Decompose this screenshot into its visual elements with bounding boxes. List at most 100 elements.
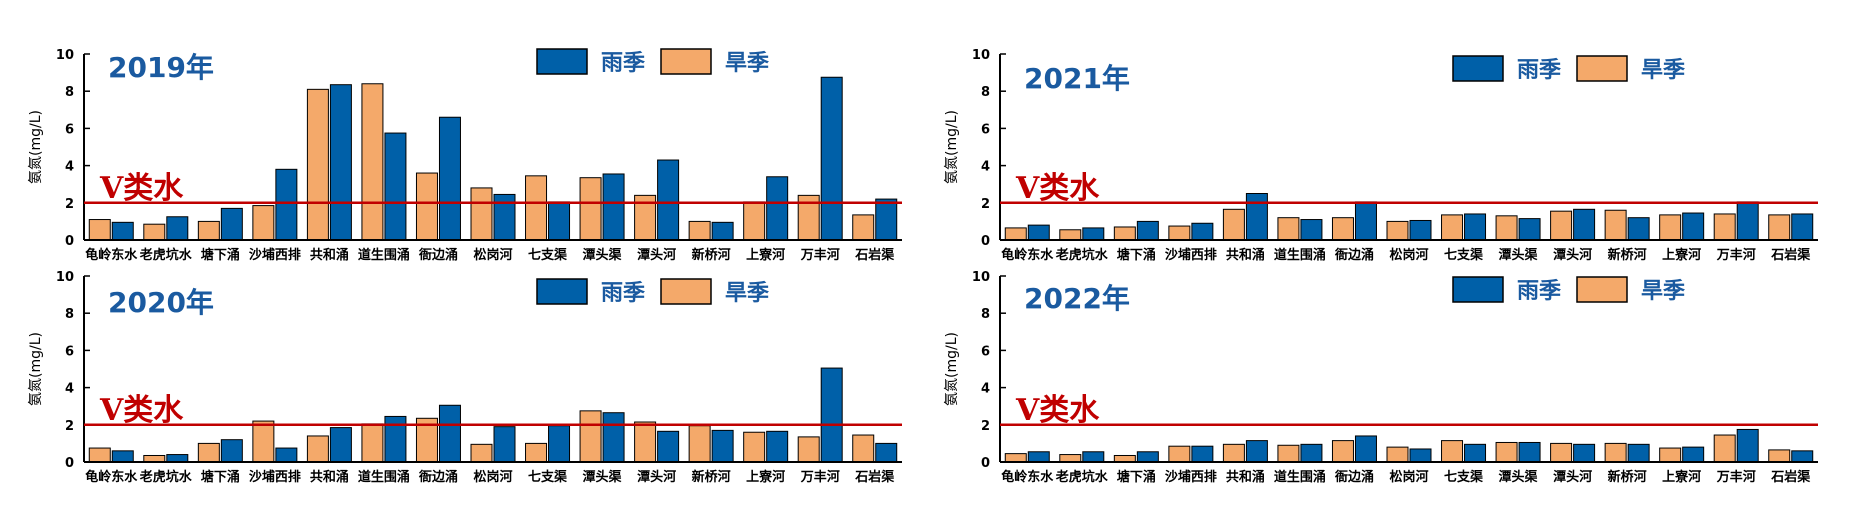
bar-dry-9 [525,175,548,241]
bar-dry-12 [1604,209,1627,241]
bar-rain-11 [1573,208,1596,241]
legend-swatch-dry [1576,55,1628,82]
reference-line-label: V类水 [1015,393,1100,428]
y-axis-label: 氨氮(mg/L) [944,332,960,406]
legend: 雨季 旱季 [536,278,769,306]
x-tick-label: 衙边涌 [1334,247,1374,263]
legend-swatch-dry [1576,276,1628,303]
bar-dry-14 [797,436,820,463]
bar-rain-12 [711,429,734,463]
x-tick-label: 道生围涌 [358,469,410,485]
x-tick-label: 塘下涌 [1117,247,1156,263]
bar-dry-13 [743,431,766,463]
y-tick-label: 0 [65,234,74,249]
bar-dry-9 [1441,440,1464,463]
bar-dry-10 [579,410,602,463]
y-axis-label: 氨氮(mg/L) [28,110,44,184]
y-axis-label: 氨氮(mg/L) [944,110,960,184]
bar-dry-2 [1059,454,1082,463]
x-tick-label: 七支渠 [1444,247,1484,263]
x-tick-label: 潭头渠 [1499,469,1539,485]
bar-dry-3 [1113,226,1136,241]
bar-rain-12 [711,221,734,241]
bar-rain-7 [438,116,461,241]
x-tick-label: 沙埔西排 [249,469,301,485]
bar-dry-5 [1222,208,1245,241]
x-tick-label: 万丰河 [1716,247,1756,263]
chart-panel-3: 龟岭东水 老虎坑水 塘下涌 沙埔西排 共和涌 道生围涌 衙边涌 松岗河 七支渠 潭头渠 潭头河 新桥河… [944,48,1818,263]
x-tick-label: 龟岭东水 [1001,247,1054,263]
bar-rain-6 [1300,443,1323,463]
y-tick-label: 4 [981,382,990,397]
bar-dry-5 [1222,443,1245,463]
bar-dry-1 [88,447,111,463]
bar-rain-2 [1082,227,1105,241]
x-tick-label: 塘下涌 [1117,469,1156,485]
bar-rain-4 [1191,445,1214,463]
x-tick-label: 松岗河 [473,247,512,263]
y-tick-label: 10 [972,48,990,63]
x-tick-label: 潭头河 [1553,469,1592,485]
legend-label-dry: 旱季 [725,281,769,306]
bar-dry-15 [1768,214,1791,241]
bar-dry-6 [1277,217,1300,241]
legend-swatch-dry [660,48,712,75]
bar-rain-8 [1409,219,1432,241]
chart-panel-2: 龟岭东水 老虎坑水 塘下涌 沙埔西排 共和涌 道生围涌 衙边涌 松岗河 七支渠 潭头渠 潭头河 新桥河… [28,270,902,485]
bar-rain-7 [1354,201,1377,241]
bar-dry-1 [1004,453,1027,463]
x-tick-label: 上寮河 [746,247,785,263]
x-tick-label: 万丰河 [800,247,840,263]
legend-swatch-rain [536,48,588,75]
y-tick-label: 10 [56,270,74,285]
x-tick-label: 潭头渠 [583,247,623,263]
reference-line-label: V类水 [99,171,184,206]
y-tick-label: 6 [65,122,74,137]
bar-dry-10 [1495,215,1518,241]
x-tick-label: 潭头河 [1553,247,1592,263]
bar-rain-8 [493,193,516,241]
y-tick-label: 6 [65,344,74,359]
bar-rain-2 [166,454,189,463]
y-tick-label: 2 [981,419,990,434]
bar-rain-12 [1627,443,1650,463]
bar-dry-15 [852,214,875,241]
chart-title: 2022年 [1024,282,1130,315]
bar-rain-10 [602,173,625,241]
bar-rain-10 [1518,218,1541,241]
x-tick-label: 龟岭东水 [85,247,138,263]
bar-rain-14 [820,76,843,241]
y-tick-label: 8 [981,307,990,322]
x-tick-label: 沙埔西排 [1165,247,1217,263]
bar-dry-4 [252,420,275,463]
bar-rain-4 [275,447,298,463]
x-tick-label: 潭头河 [637,469,676,485]
y-axis-label: 氨氮(mg/L) [28,332,44,406]
y-tick-label: 2 [65,419,74,434]
x-tick-label: 潭头河 [637,247,676,263]
bar-rain-5 [1245,193,1268,241]
x-tick-label: 新桥河 [1608,247,1647,263]
bar-dry-3 [197,220,220,241]
y-tick-label: 0 [981,456,990,471]
bar-dry-7 [1331,217,1354,241]
y-tick-label: 0 [65,456,74,471]
bar-rain-6 [384,415,407,463]
y-tick-label: 4 [65,382,74,397]
legend-label-dry: 旱季 [1641,58,1685,83]
bar-rain-2 [166,216,189,241]
bar-rain-15 [875,198,898,241]
bar-rain-8 [493,426,516,463]
bar-rain-5 [329,427,352,463]
y-tick-label: 0 [981,234,990,249]
bar-rain-14 [1736,428,1759,463]
bar-rain-9 [548,201,571,241]
x-tick-label: 新桥河 [692,469,731,485]
x-tick-label: 石岩渠 [854,247,895,263]
y-tick-label: 10 [972,270,990,285]
x-tick-label: 老虎坑水 [1055,247,1109,263]
y-tick-label: 2 [981,197,990,212]
bar-rain-8 [1409,448,1432,463]
x-tick-label: 衙边涌 [418,247,458,263]
